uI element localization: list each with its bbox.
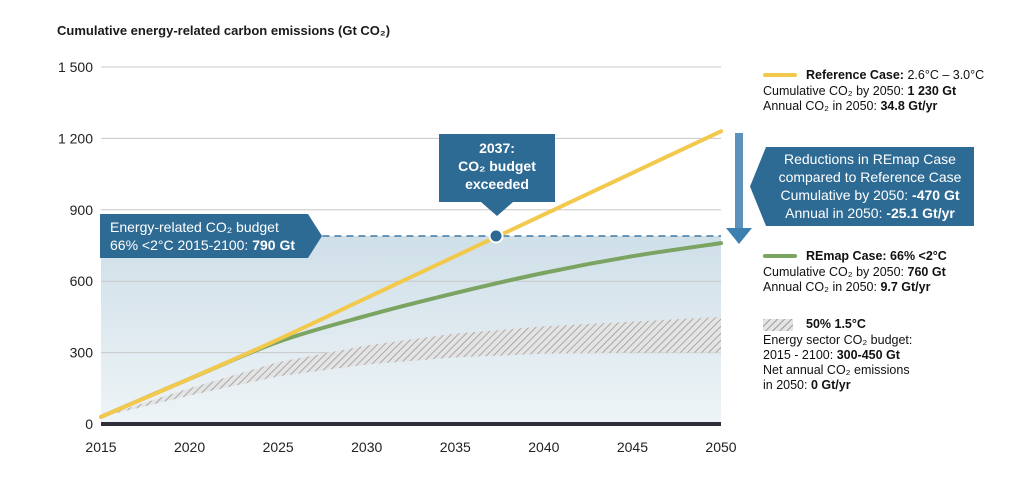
reduction-arrow-head [726,228,752,244]
reduction-arrow-shaft [735,133,743,233]
budget-callout-box [100,214,322,258]
x-tick-label: 2050 [705,439,736,455]
reductions-callout: Reductions in REmap Case compared to Ref… [766,150,974,222]
reference-case-line [99,129,723,419]
reductions-callout-box [750,147,974,226]
x-tick-label: 2015 [85,439,116,455]
legend-reference-head: Reference Case: 2.6°C – 3.0°C [806,68,985,82]
reductions-line1: Reductions in REmap Case [784,151,956,167]
y-tick-label: 0 [85,416,93,432]
chart-title: Cumulative energy-related carbon emissio… [57,23,391,38]
crossing-callout-line3: exceeded [465,176,529,192]
x-tick-label: 2045 [617,439,648,455]
x-tick-label: 2040 [528,439,559,455]
series-group [99,129,723,419]
legend-band-details: Energy sector CO₂ budget: 2015 - 2100: 3… [763,333,913,392]
budget-callout: Energy-related CO₂ budget 66% <2°C 2015-… [110,218,295,254]
x-tick-label: 2025 [263,439,294,455]
y-axis-ticks: 0 300 600 900 1 200 1 500 [58,59,93,432]
y-tick-label: 1 500 [58,59,93,75]
x-tick-label: 2030 [351,439,382,455]
x-axis-ticks: 2015 2020 2025 2030 2035 2040 2045 2050 [85,439,736,455]
x-tick-label: 2035 [440,439,471,455]
reductions-line2: compared to Reference Case [778,169,962,185]
crossing-callout: 2037: CO₂ budget exceeded [439,139,555,193]
budget-callout-value: 790 Gt [252,237,296,253]
legend-remap-details: Cumulative CO₂ by 2050: 760 Gt Annual CO… [763,265,946,294]
legend-remap-swatch [763,254,797,258]
y-tick-label: 1 200 [58,130,93,146]
y-tick-label: 300 [70,345,94,361]
budget-callout-line2: 66% <2°C 2015-2100: 790 Gt [110,237,296,253]
crossing-callout-line1: 2037: [479,140,515,156]
legend-band-head: 50% 1.5°C [806,317,866,331]
crossing-callout-box [439,134,555,216]
legend-reference-details: Cumulative CO₂ by 2050: 1 230 Gt Annual … [763,84,957,113]
legend-band-swatch [763,319,793,331]
band-1-5c [101,316,721,417]
crossing-point [488,228,504,244]
legend-remap-head: REmap Case: 66% <2°C [806,249,947,263]
legend-reference-swatch [763,73,797,77]
y-tick-label: 600 [70,273,94,289]
y-tick-label: 900 [70,202,94,218]
budget-callout-line1: Energy-related CO₂ budget [110,219,279,235]
crossing-callout-line2: CO₂ budget [458,158,536,174]
reductions-line3: Cumulative by 2050: -470 Gt [780,187,960,203]
reductions-line4: Annual in 2050: -25.1 Gt/yr [785,205,955,221]
x-tick-label: 2020 [174,439,205,455]
